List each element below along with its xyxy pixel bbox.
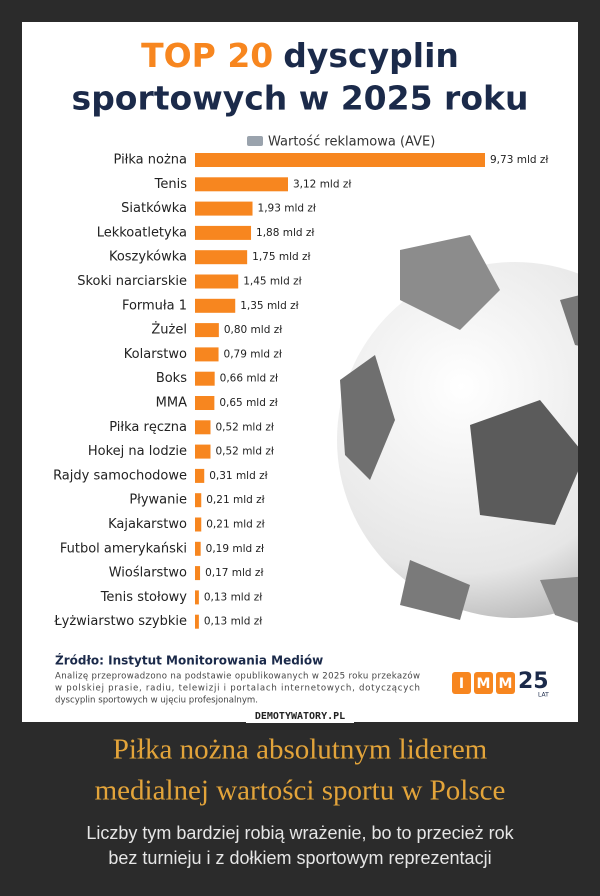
logo-suffix: LAT	[538, 692, 549, 699]
y-tick-label: Wioślarstwo	[109, 566, 187, 581]
bar	[195, 274, 239, 289]
bar	[195, 201, 253, 216]
source: Źródło: Instytut Monitorowania Mediów	[55, 653, 323, 668]
logo: I M M 25 LAT	[452, 669, 549, 699]
logo-letter: M	[499, 676, 513, 692]
watermark-bg	[246, 709, 354, 723]
logo-letter: M	[477, 676, 491, 692]
y-tick-label: Koszykówka	[109, 250, 187, 265]
chart-title: sportowych w 2025 roku	[72, 79, 529, 118]
value-label: 0,19 mld zł	[206, 543, 264, 555]
legend-label: Wartość reklamowa (AVE)	[268, 135, 435, 150]
value-label: 1,88 mld zł	[256, 227, 314, 239]
y-tick-label: Skoki narciarskie	[77, 274, 187, 289]
value-label: 0,13 mld zł	[204, 616, 262, 628]
y-tick-label: Kajakarstwo	[108, 517, 187, 532]
bar	[195, 250, 248, 265]
y-tick-label: Lekkoatletyka	[97, 225, 187, 240]
value-label: 0,21 mld zł	[206, 494, 264, 506]
bar	[195, 566, 201, 581]
bar	[195, 371, 215, 386]
logo-letter: I	[459, 676, 464, 692]
y-tick-label: Piłka ręczna	[109, 420, 187, 435]
value-label: 9,73 mld zł	[490, 154, 548, 166]
bar	[195, 225, 252, 240]
y-tick-label: Żużel	[151, 322, 187, 338]
bar	[195, 396, 215, 410]
caption-title: Piłka nożna absolutnym liderem	[113, 734, 488, 766]
title-text: dyscyplin	[283, 36, 459, 75]
value-label: 1,35 mld zł	[240, 300, 298, 312]
y-tick-label: Rajdy samochodowe	[53, 468, 187, 483]
bar	[195, 541, 201, 556]
note: Analizę przeprowadzono na podstawie opub…	[55, 671, 420, 682]
value-label: 0,80 mld zł	[224, 324, 282, 336]
y-tick-label: Boks	[156, 371, 187, 386]
value-label: 0,52 mld zł	[215, 421, 273, 433]
bar	[195, 444, 211, 459]
caption-text: bez turnieju i z dołkiem sportowym repre…	[108, 848, 491, 868]
y-tick-label: Hokej na lodzie	[88, 444, 187, 459]
value-label: 0,13 mld zł	[204, 591, 262, 603]
value-label: 0,66 mld zł	[220, 373, 278, 385]
bar	[195, 177, 288, 192]
y-tick-label: Pływanie	[129, 493, 187, 508]
bar	[195, 493, 202, 508]
value-label: 0,52 mld zł	[215, 446, 273, 458]
bar	[195, 590, 199, 605]
watermark: DEMOTYWATORY.PL	[255, 711, 345, 722]
y-tick-label: Siatkówka	[121, 201, 187, 216]
value-label: 0,79 mld zł	[224, 348, 282, 360]
y-tick-label: Kolarstwo	[124, 347, 187, 362]
value-label: 1,45 mld zł	[243, 276, 301, 288]
note: dyscyplin sportowych w ujęciu profesjona…	[55, 696, 258, 706]
bar	[195, 420, 211, 435]
value-label: 1,75 mld zł	[252, 251, 310, 263]
y-tick-label: Piłka nożna	[114, 153, 187, 168]
legend-icon	[247, 136, 263, 146]
value-label: 0,17 mld zł	[205, 567, 263, 579]
y-tick-label: MMA	[156, 396, 187, 411]
value-label: 3,12 mld zł	[293, 178, 351, 190]
chart-title: TOP 20 dyscyplin	[141, 36, 459, 75]
caption-title: medialnej wartości sportu w Polsce	[95, 775, 506, 807]
note: w polskiej prasie, radiu, telewizji i po…	[55, 684, 420, 694]
value-label: 0,65 mld zł	[219, 397, 277, 409]
title-accent: TOP 20	[141, 36, 273, 75]
bar	[195, 323, 219, 338]
y-tick-label: Tenis	[154, 177, 188, 192]
ball	[337, 235, 578, 623]
bar	[195, 614, 199, 629]
y-tick-label: Łyżwiarstwo szybkie	[53, 614, 187, 629]
bar	[195, 468, 205, 483]
value-label: 1,93 mld zł	[258, 203, 316, 215]
y-tick-label: Tenis stołowy	[100, 590, 188, 605]
value-label: 0,31 mld zł	[209, 470, 267, 482]
bar	[195, 298, 236, 313]
y-tick-label: Futbol amerykański	[60, 541, 187, 556]
logo-number: 25	[518, 669, 549, 694]
value-label: 0,21 mld zł	[206, 519, 264, 531]
bar	[195, 517, 202, 532]
bar	[195, 347, 219, 362]
caption-text: Liczby tym bardziej robią wrażenie, bo t…	[86, 823, 514, 843]
bar	[195, 153, 485, 167]
y-tick-label: Formuła 1	[122, 298, 187, 313]
